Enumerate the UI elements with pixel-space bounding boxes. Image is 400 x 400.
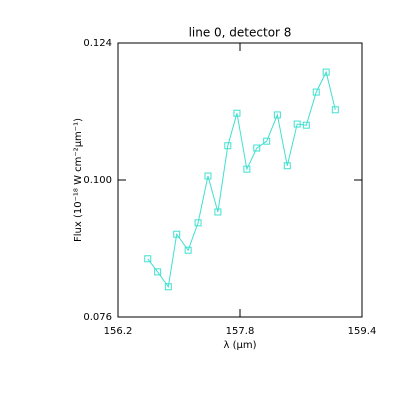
data-point	[302, 121, 310, 129]
x-tick-label: 156.2	[104, 326, 133, 337]
data-point	[312, 88, 320, 96]
x-tick-label: 157.8	[226, 326, 255, 337]
data-point	[322, 68, 330, 76]
chart-title: line 0, detector 8	[189, 26, 292, 40]
data-point	[243, 165, 251, 173]
data-point	[263, 137, 271, 145]
data-point	[173, 230, 181, 238]
data-point	[184, 246, 192, 254]
data-point	[283, 162, 291, 170]
data-point	[293, 120, 301, 128]
x-tick-label: 159.4	[348, 326, 377, 337]
data-point	[204, 172, 212, 180]
data-point	[164, 283, 172, 291]
data-point	[331, 106, 339, 114]
x-axis-label: λ (μm)	[223, 340, 256, 351]
data-point	[233, 109, 241, 117]
data-point	[214, 208, 222, 216]
data-point	[154, 268, 162, 276]
data-point	[144, 255, 152, 263]
data-point	[273, 111, 281, 119]
y-axis-label: Flux (10⁻¹⁸ W cm⁻²μm⁻¹)	[73, 118, 84, 242]
data-point	[253, 144, 261, 152]
data-point	[224, 142, 232, 150]
y-tick-label: 0.076	[83, 312, 112, 323]
data-point	[194, 219, 202, 227]
y-tick-label: 0.100	[83, 175, 112, 186]
y-tick-label: 0.124	[83, 38, 112, 49]
